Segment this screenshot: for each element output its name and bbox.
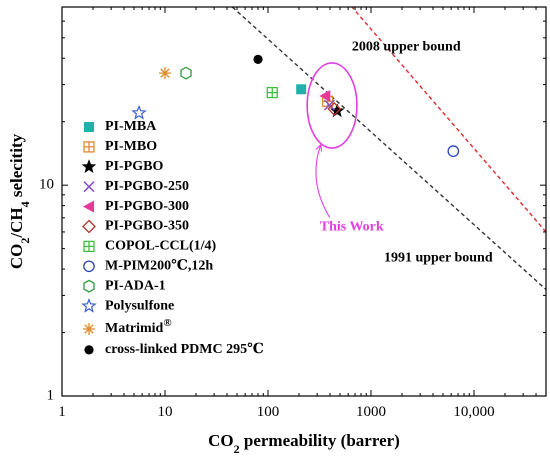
legend-label-cross-linked-pdmc-295: cross-linked PDMC 295℃ xyxy=(105,342,264,357)
legend-item-pi-pgbo: PI-PGBO xyxy=(81,159,163,174)
legend-marker-pi-mbo xyxy=(83,141,95,153)
legend-label-pi-pgbo: PI-PGBO xyxy=(105,159,163,174)
legend-marker-polysulfone xyxy=(81,297,97,313)
x-tick-label: 100 xyxy=(257,404,280,420)
legend-item-copol-ccl-1-4: COPOL-CCL(1/4) xyxy=(83,239,217,254)
1991-upper-bound-line xyxy=(231,7,546,291)
x-tick-label: 1000 xyxy=(356,404,386,420)
point-pi-ada-1 xyxy=(180,66,192,80)
legend-label-pi-ada-1: PI-ADA-1 xyxy=(105,278,166,293)
point-cross-linked-pdmc-295 xyxy=(253,54,263,64)
x-tick-label: 10,000 xyxy=(453,404,494,420)
x-tick-label: 1 xyxy=(58,404,66,420)
legend-marker-copol-ccl-1-4 xyxy=(83,240,95,253)
legend-label-matrimid: Matrimid® xyxy=(105,317,172,337)
point-pi-pgbo-350 xyxy=(327,101,342,116)
point-polysulfone xyxy=(131,104,147,120)
legend-item-pi-mba: PI-MBA xyxy=(84,119,157,134)
y-tick-label: 10 xyxy=(39,177,54,193)
legend-item-pi-pgbo-350: PI-PGBO-350 xyxy=(82,219,189,234)
2008-upper-bound-line xyxy=(351,7,546,233)
legend-item-m-pim200-12h: M-PIM200℃,12h xyxy=(83,259,213,274)
this-work-ellipse xyxy=(306,62,358,149)
legend-item-pi-pgbo-300: PI-PGBO-300 xyxy=(83,199,189,214)
point-copol-ccl-1-4 xyxy=(266,86,278,99)
legend-label-pi-mbo: PI-MBO xyxy=(105,139,157,154)
legend-marker-pi-pgbo xyxy=(81,159,97,173)
legend-item-pi-pgbo-250: PI-PGBO-250 xyxy=(83,179,189,194)
legend-label-pi-pgbo-350: PI-PGBO-350 xyxy=(105,219,189,234)
legend-item-pi-mbo: PI-MBO xyxy=(83,139,157,154)
legend-label-m-pim200-12h: M-PIM200℃,12h xyxy=(105,259,213,274)
legend-label-pi-pgbo-250: PI-PGBO-250 xyxy=(105,179,189,194)
legend-marker-pi-pgbo-300 xyxy=(83,200,94,213)
legend-marker-pi-pgbo-350 xyxy=(82,219,96,234)
this-work-arrow xyxy=(315,143,331,218)
legend-marker-pi-mba xyxy=(84,122,94,132)
legend-item-matrimid: Matrimid® xyxy=(83,317,172,337)
legend-marker-matrimid xyxy=(83,323,95,335)
legend-marker-cross-linked-pdmc-295 xyxy=(84,345,94,355)
1991-upper-bound-label: 1991 upper bound xyxy=(384,251,493,266)
point-pi-pgbo-300 xyxy=(319,89,331,102)
legend-label-pi-mba: PI-MBA xyxy=(105,119,157,134)
point-pi-mba xyxy=(296,84,307,95)
legend-marker-pi-ada-1 xyxy=(83,279,95,293)
y-axis-title: CO2/CH4 selecitity xyxy=(7,133,32,269)
this-work-label: This Work xyxy=(320,220,384,235)
x-tick-label: 10 xyxy=(158,404,173,420)
legend-item-pi-ada-1: PI-ADA-1 xyxy=(83,278,166,293)
2008-upper-bound-label: 2008 upper bound xyxy=(352,40,461,55)
legend-marker-m-pim200-12h xyxy=(83,260,95,273)
legend-label-copol-ccl-1-4: COPOL-CCL(1/4) xyxy=(105,239,217,254)
legend-item-cross-linked-pdmc-295: cross-linked PDMC 295℃ xyxy=(84,342,264,357)
point-pi-pgbo-250 xyxy=(323,99,335,111)
x-axis-title: CO2 permeability (barrer) xyxy=(208,431,400,456)
legend-label-polysulfone: Polysulfone xyxy=(105,298,174,313)
point-m-pim200-12h xyxy=(447,145,460,158)
legend-item-polysulfone: Polysulfone xyxy=(81,297,174,313)
plot-frame xyxy=(61,6,547,397)
legend-marker-pi-pgbo-250 xyxy=(83,181,95,193)
point-matrimid xyxy=(159,67,171,80)
legend-label-pi-pgbo-300: PI-PGBO-300 xyxy=(105,199,189,214)
y-tick-label: 1 xyxy=(47,387,55,403)
